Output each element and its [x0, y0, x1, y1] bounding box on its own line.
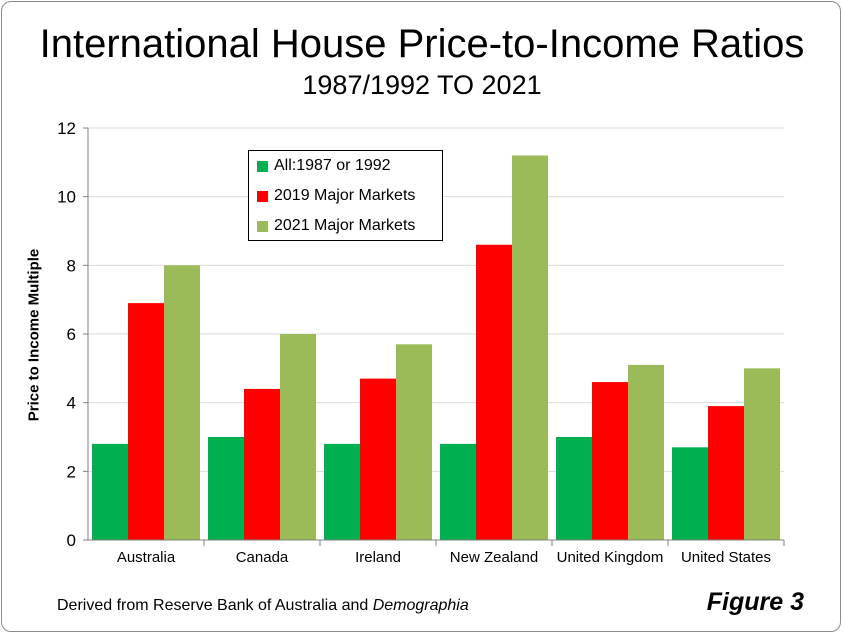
bar [556, 437, 592, 540]
y-tick-label: 10 [57, 188, 76, 207]
bar [672, 447, 708, 540]
legend-swatch [257, 220, 268, 232]
x-tick-label: Ireland [355, 549, 401, 566]
bar [396, 344, 432, 540]
x-tick-label: United Kingdom [557, 549, 664, 566]
bar [92, 443, 128, 540]
bar [512, 155, 548, 540]
legend-swatch [257, 190, 268, 202]
legend-label: 2019 Major Markets [274, 187, 416, 204]
legend-swatch [257, 160, 268, 172]
chart-subtitle: 1987/1992 TO 2021 [302, 70, 542, 100]
legend-label: 2021 Major Markets [274, 217, 416, 234]
y-tick-label: 2 [67, 462, 76, 481]
legend-label: All:1987 or 1992 [274, 157, 391, 174]
bar [708, 406, 744, 540]
legend-item: 2021 Major Markets [257, 215, 415, 237]
bar [164, 265, 200, 540]
chart-title: International House Price-to-Income Rati… [39, 22, 805, 66]
bar [360, 378, 396, 540]
legend-item: All:1987 or 1992 [257, 155, 391, 177]
legend-item: 2019 Major Markets [257, 185, 415, 207]
x-tick-label: New Zealand [450, 549, 538, 566]
bar [628, 364, 664, 540]
source-note-emphasis: Demographia [372, 597, 469, 614]
y-tick-label: 0 [67, 531, 76, 550]
bar [440, 443, 476, 540]
bar [244, 388, 280, 540]
bar [128, 303, 164, 540]
y-tick-label: 8 [67, 256, 76, 275]
x-tick-label: Canada [236, 549, 289, 566]
bar [592, 382, 628, 540]
x-tick-label: United States [681, 549, 771, 566]
bar [324, 443, 360, 540]
bar [744, 368, 780, 540]
bar [208, 437, 244, 540]
source-note-text: Derived from Reserve Bank of Australia a… [57, 597, 373, 614]
legend: All:1987 or 1992 2019 Major Markets 2021… [248, 150, 443, 241]
figure-label: Figure 3 [706, 588, 804, 616]
y-tick-label: 12 [57, 119, 76, 138]
y-tick-label: 6 [67, 325, 76, 344]
bar [476, 244, 512, 540]
y-tick-label: 4 [67, 394, 76, 413]
source-note: Derived from Reserve Bank of Australia a… [57, 597, 469, 615]
x-tick-label: Australia [117, 549, 176, 566]
bar [280, 334, 316, 540]
